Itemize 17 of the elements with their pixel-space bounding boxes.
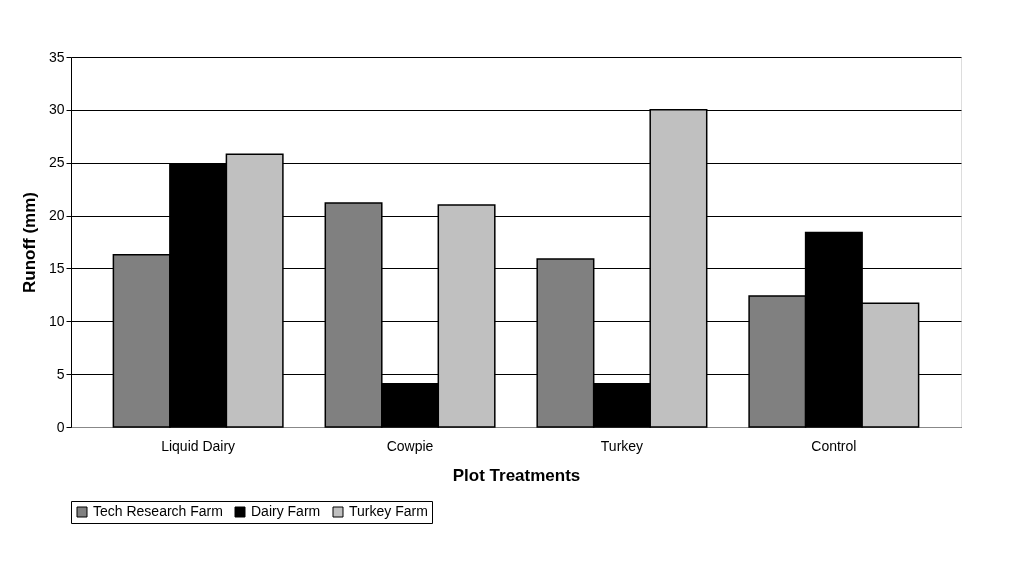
legend-label: Dairy Farm (251, 503, 321, 519)
y-tick-label: 25 (48, 154, 65, 171)
y-tick-label: 5 (56, 365, 65, 382)
x-tick-label: Liquid Dairy (161, 437, 236, 454)
y-tick-label: 30 (48, 101, 65, 118)
legend-label: Turkey Farm (349, 503, 428, 519)
y-tick-label: 15 (48, 259, 65, 276)
x-axis-title: Plot Treatments (452, 465, 581, 485)
y-tick-label: 0 (56, 418, 65, 435)
x-tick-label: Turkey (600, 437, 644, 454)
y-tick-label: 10 (48, 312, 65, 329)
y-tick-label: 35 (48, 48, 65, 65)
legend-label: Tech Research Farm (93, 503, 223, 519)
x-tick-label: Control (811, 437, 857, 454)
x-tick-label: Cowpie (386, 437, 434, 454)
y-axis-title: Runoff (mm) (19, 191, 39, 294)
y-tick-label: 20 (48, 207, 65, 224)
